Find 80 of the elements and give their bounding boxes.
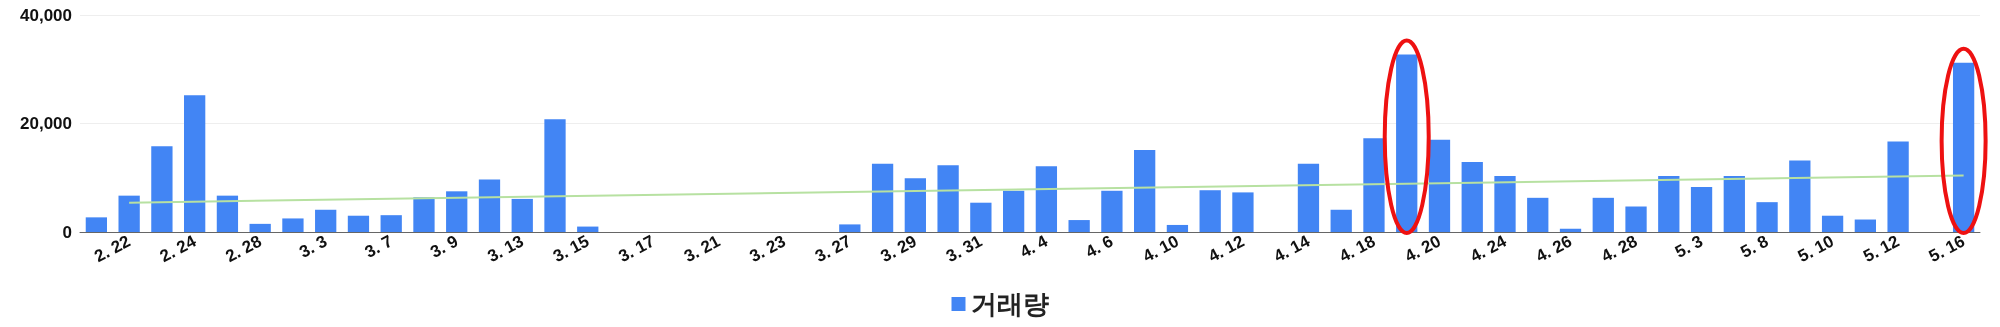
bar: [1232, 192, 1254, 232]
bar: [249, 223, 271, 232]
x-tick-label: 5. 3: [1672, 231, 1707, 262]
x-tick-label: 3. 3: [296, 231, 331, 262]
x-tick-label: 4. 18: [1336, 231, 1379, 267]
x-tick-label: 5. 10: [1794, 231, 1838, 267]
x-tick-label: 3. 23: [746, 231, 789, 267]
bar: [1592, 197, 1614, 232]
bar: [1658, 176, 1680, 232]
bar: [839, 224, 861, 232]
bar: [216, 195, 239, 232]
bar: [1297, 163, 1320, 232]
x-tick-label: 2. 22: [91, 231, 134, 267]
x-tick-label: 4. 28: [1598, 231, 1641, 267]
bar: [1461, 162, 1483, 232]
x-tick-label: 3. 13: [484, 231, 527, 267]
bar: [1789, 160, 1811, 232]
x-tick-label: 2. 28: [222, 231, 265, 267]
bar: [1428, 139, 1451, 232]
x-tick-label: 3. 15: [549, 231, 593, 267]
bar: [1101, 190, 1123, 232]
bar: [118, 195, 140, 232]
legend-label: 거래량: [970, 289, 1049, 319]
x-tick-label: 3. 9: [427, 231, 462, 262]
bar: [1887, 141, 1909, 232]
x-tick-label: 4. 12: [1205, 231, 1248, 267]
bar: [1723, 176, 1745, 232]
x-tick-label: 4. 14: [1270, 231, 1314, 267]
bar: [1690, 186, 1713, 232]
bar: [1559, 228, 1582, 232]
bar: [904, 178, 926, 232]
x-tick-label: 3. 7: [361, 231, 396, 262]
bar: [937, 165, 959, 232]
bar: [478, 179, 501, 232]
bar: [1134, 150, 1156, 232]
bar: [1854, 219, 1876, 232]
x-tick-label: 3. 21: [680, 231, 724, 267]
y-tick-label: 20,000: [20, 114, 72, 133]
x-tick-label: 3. 29: [877, 231, 920, 267]
x-tick-label: 3. 17: [615, 231, 658, 267]
x-tick-label: 4. 20: [1401, 231, 1444, 267]
x-tick-label: 3. 27: [812, 231, 855, 267]
bar: [1199, 190, 1221, 232]
bar: [1625, 206, 1647, 232]
x-tick-label: 2. 24: [156, 231, 200, 267]
bar: [151, 146, 173, 232]
bar: [1363, 138, 1385, 232]
y-tick-label: 0: [62, 222, 72, 242]
bar: [1035, 166, 1058, 232]
bar: [544, 119, 566, 232]
bar: [871, 163, 894, 232]
bar: [970, 202, 992, 232]
y-tick-label: 40,000: [20, 5, 72, 25]
x-tick-label: 4. 26: [1532, 231, 1575, 267]
bar: [511, 198, 533, 232]
bar: [347, 215, 370, 232]
bar: [1002, 190, 1025, 232]
x-tick-label: 5. 16: [1925, 231, 1969, 267]
bar: [315, 209, 337, 232]
x-tick-label: 4. 10: [1139, 231, 1182, 267]
bar: [1166, 224, 1189, 232]
bar: [1068, 220, 1090, 232]
bar: [577, 226, 599, 232]
x-tick-label: 3. 31: [943, 231, 986, 267]
x-tick-label: 4. 6: [1082, 231, 1117, 262]
bar: [413, 197, 435, 232]
x-tick-label: 5. 12: [1860, 231, 1903, 267]
bar: [1527, 197, 1549, 232]
bar: [85, 217, 108, 232]
bar: [380, 215, 402, 232]
bar: [1821, 215, 1844, 232]
bar: [446, 191, 468, 232]
x-tick-label: 4. 4: [1016, 231, 1052, 262]
bar: [1330, 209, 1352, 232]
bar: [184, 95, 206, 232]
bar: [1494, 176, 1516, 232]
x-tick-label: 5. 8: [1737, 231, 1772, 262]
bar: [1756, 202, 1778, 232]
x-tick-label: 4. 24: [1467, 231, 1510, 267]
bar: [282, 218, 304, 232]
